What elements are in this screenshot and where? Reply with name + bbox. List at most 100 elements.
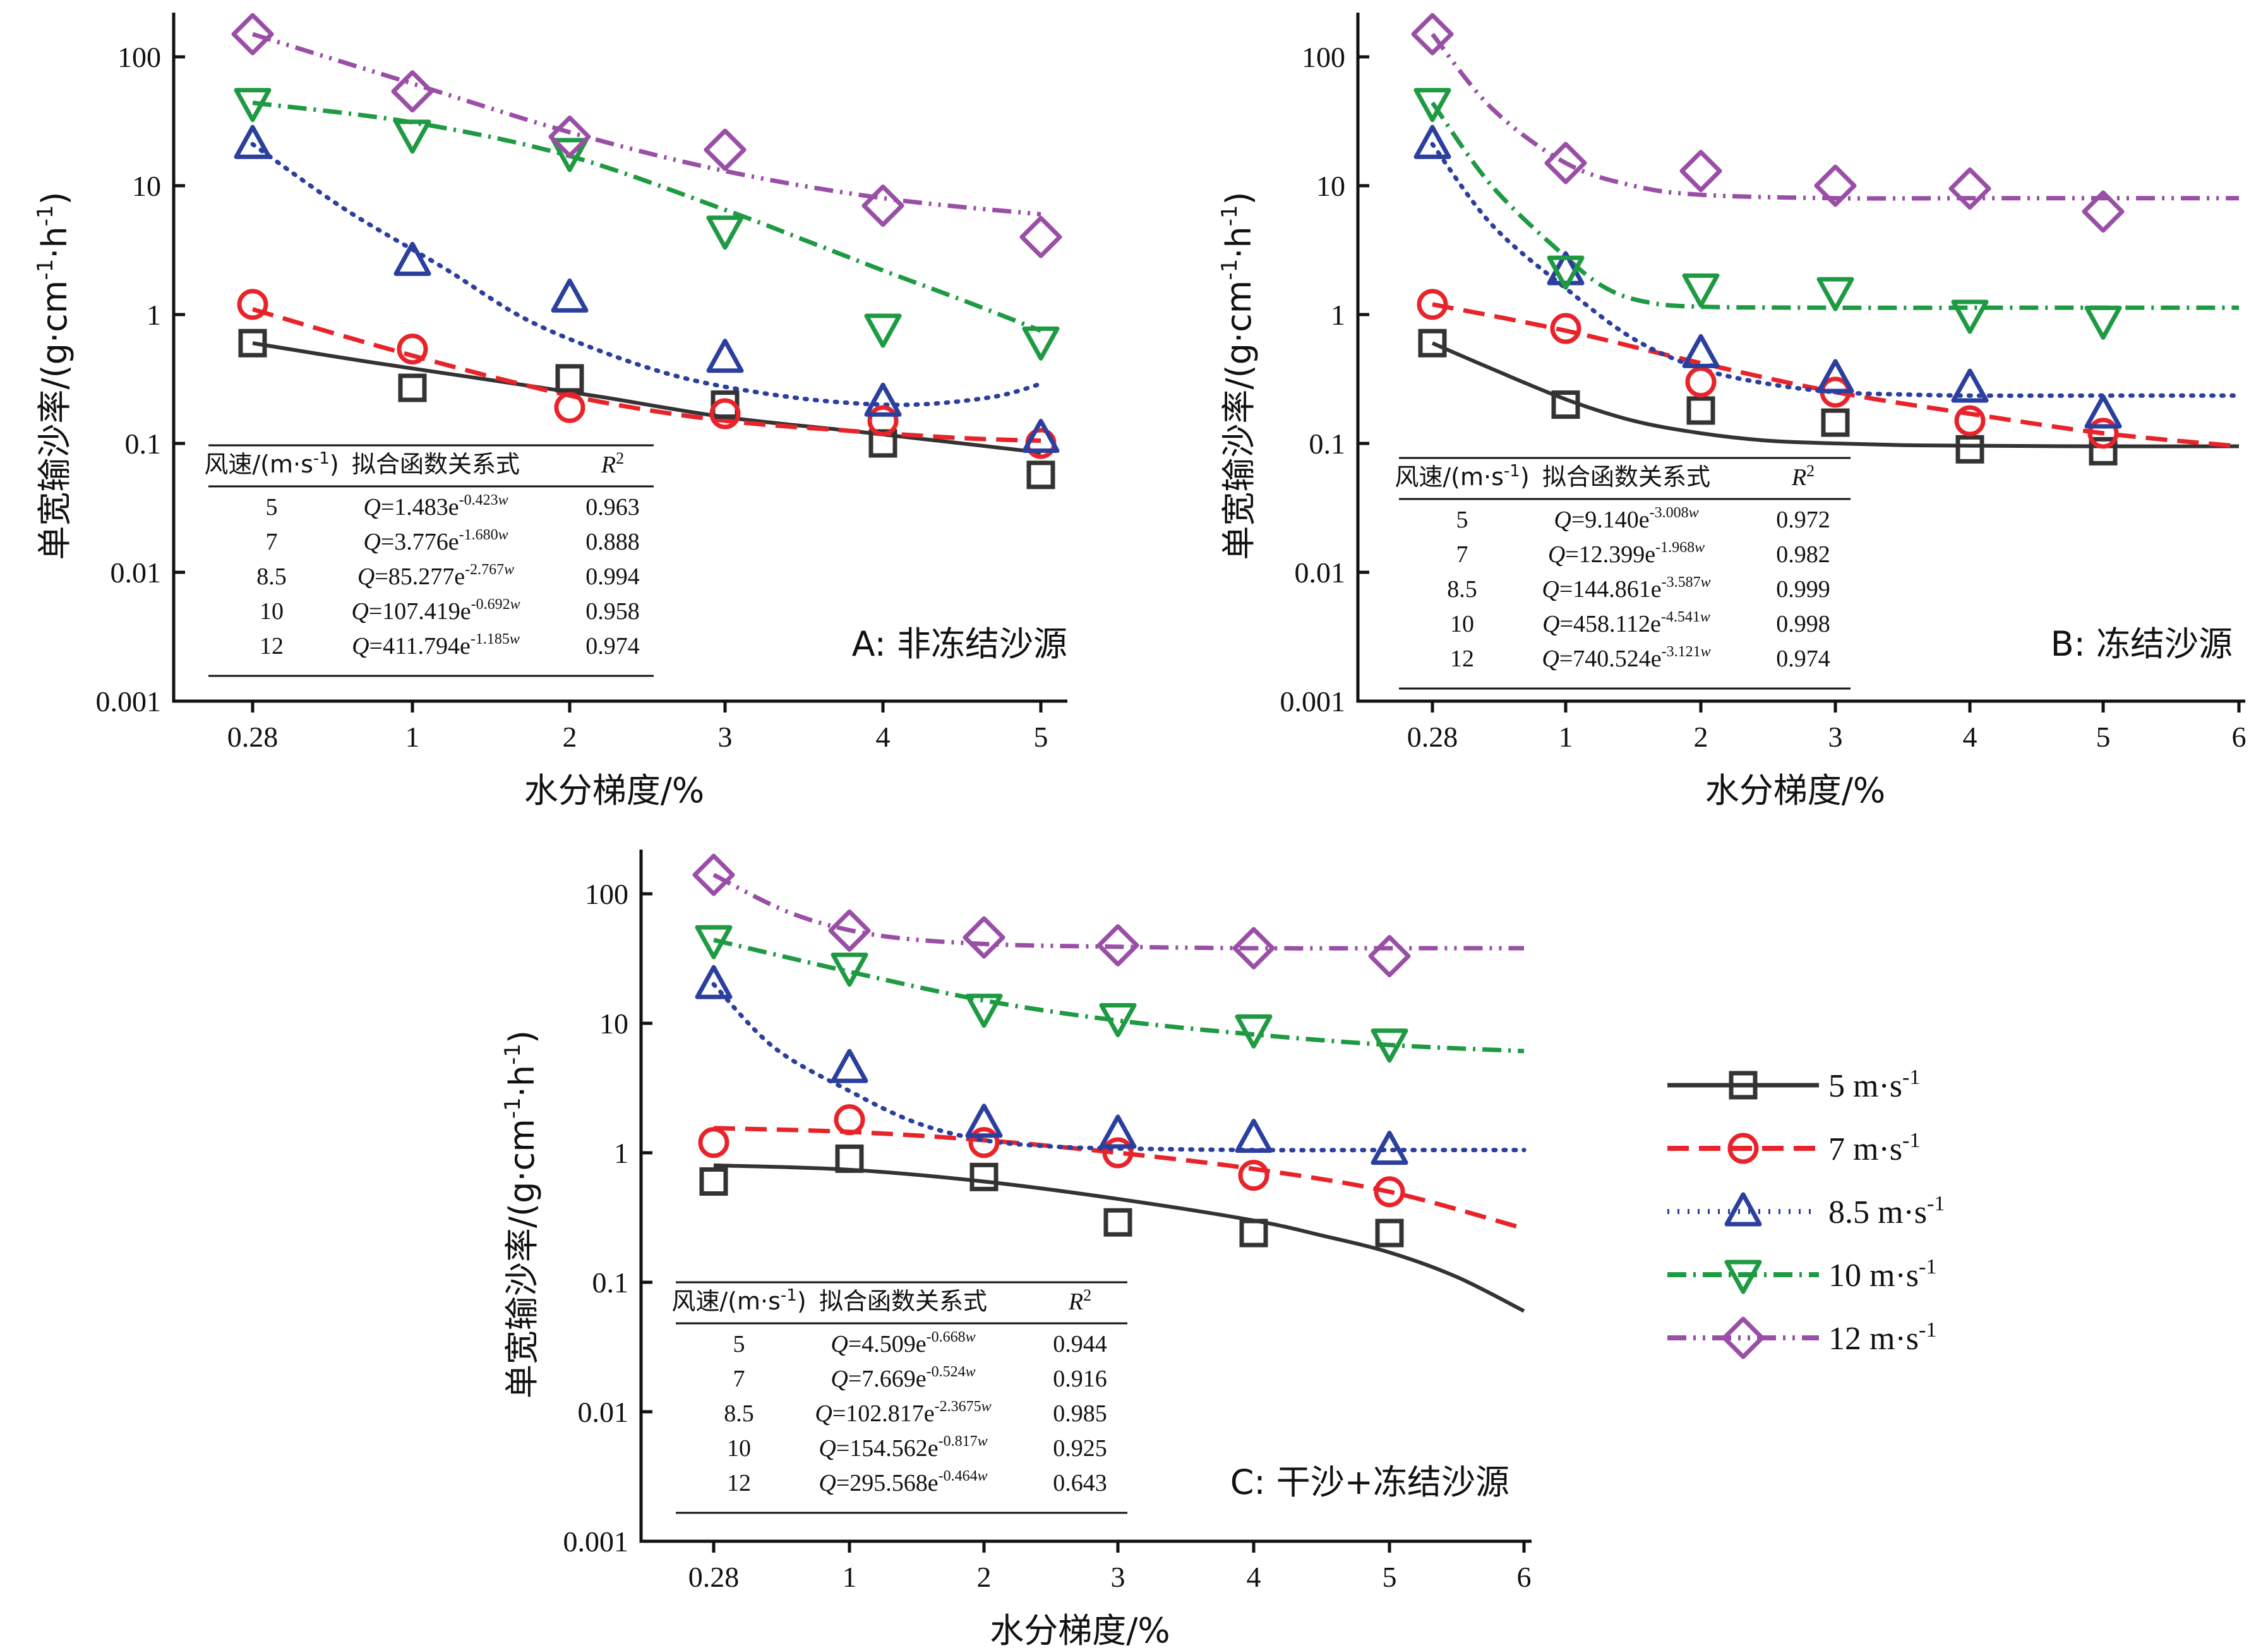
y-tick-label: 0.01 [578, 1396, 629, 1428]
table-cell-equation: Q=295.568e-0.464w [819, 1468, 987, 1496]
y-tick-label: 0.001 [96, 685, 162, 718]
point-10ms [1022, 326, 1060, 361]
point-5ms [868, 429, 897, 458]
point-12ms [692, 853, 735, 896]
point-5ms [2089, 436, 2118, 466]
table-cell-r2: 0.994 [585, 563, 640, 590]
fit-table: 风速/(m·s-1) 拟合函数关系式 R2 5 Q=4.509e-0.668w 0.944… [671, 1281, 1127, 1514]
table-header-fit: 拟合函数关系式 [352, 450, 520, 478]
point-7ms [867, 405, 899, 436]
point-5ms [1375, 1218, 1404, 1248]
point-7ms [1417, 289, 1448, 320]
table-cell-speed: 5 [1456, 507, 1468, 533]
table-cell-r2: 0.925 [1053, 1435, 1107, 1462]
table-cell-equation: Q=4.509e-0.668w [831, 1329, 975, 1357]
point-8-5ms [1951, 368, 1989, 403]
point-10ms [1816, 277, 1854, 311]
point-8-5ms [1816, 359, 1854, 394]
point-7ms [968, 1127, 1000, 1158]
point-8-5ms [831, 1049, 868, 1083]
point-12ms [861, 184, 904, 227]
panel-label: B: 冻结沙源 [2051, 624, 2233, 664]
point-10ms [393, 119, 431, 154]
point-7ms [1238, 1160, 1269, 1191]
point-10ms [551, 138, 589, 172]
point-10ms [695, 925, 733, 959]
fit-line-12ms [1431, 32, 2239, 201]
point-12ms [1544, 141, 1587, 184]
point-7ms [1102, 1137, 1134, 1169]
point-7ms [1954, 405, 1986, 436]
table-cell-equation: Q=102.817e-2.3675w [815, 1398, 991, 1427]
fit-line-5ms [713, 1163, 1525, 1313]
table-cell-equation: Q=154.562e-0.817w [819, 1433, 987, 1462]
x-tick-label: 0.28 [688, 1561, 740, 1593]
point-10ms [1413, 88, 1451, 123]
table-cell-equation: Q=458.112e-4.541w [1542, 609, 1710, 637]
table-cell-equation: Q=7.669e-0.524w [831, 1364, 975, 1392]
fit-line-5ms [1431, 341, 2240, 448]
point-7ms [834, 1104, 865, 1136]
point-8-5ms [965, 1104, 1003, 1138]
point-12ms [963, 916, 1005, 959]
panel-label: A: 非冻结沙源 [852, 624, 1067, 664]
table-cell-r2: 0.998 [1776, 611, 1830, 637]
fit-table: 风速/(m·s-1) 拟合函数关系式 R2 5 Q=1.483e-0.423w 0.963… [204, 444, 654, 677]
point-10ms [831, 953, 868, 987]
y-tick-label: 0.01 [111, 556, 162, 589]
point-12ms [1679, 150, 1722, 193]
point-12ms [704, 128, 747, 171]
fit-line-8-5ms [711, 982, 1527, 1153]
fit-line-10ms [252, 100, 1042, 333]
legend-square-marker [1729, 1071, 1758, 1100]
point-7ms [1374, 1176, 1405, 1208]
x-tick-label: 0.28 [227, 721, 279, 753]
legend-label: 12 m·s-1 [1828, 1318, 1936, 1357]
table-cell-speed: 7 [1456, 541, 1468, 568]
legend-circle-marker [1727, 1133, 1759, 1164]
table-cell-speed: 8.5 [256, 563, 287, 590]
point-12ms [828, 909, 871, 952]
table-cell-r2: 0.916 [1053, 1366, 1107, 1392]
point-7ms [698, 1127, 729, 1158]
point-8-5ms [1099, 1114, 1137, 1149]
x-tick-label: 4 [1963, 721, 1977, 753]
point-10ms [965, 994, 1003, 1028]
point-5ms [1239, 1218, 1268, 1248]
y-tick-label: 0.001 [1280, 685, 1346, 718]
point-12ms [2082, 190, 2125, 233]
point-8-5ms [393, 241, 431, 276]
table-cell-r2: 0.985 [1053, 1400, 1107, 1427]
table-cell-speed: 7 [266, 529, 278, 555]
table-cell-r2: 0.643 [1053, 1470, 1107, 1496]
legend-label: 10 m·s-1 [1828, 1255, 1936, 1294]
x-tick-label: 3 [1828, 721, 1843, 753]
point-10ms [1547, 255, 1585, 290]
point-12ms [1096, 924, 1139, 967]
point-5ms [835, 1144, 864, 1173]
y-axis-label: 单宽输沙率/(g·cm-1·h-1) [33, 191, 75, 560]
point-8-5ms [706, 339, 744, 373]
y-tick-label: 10 [599, 1007, 628, 1040]
table-cell-speed: 10 [1450, 611, 1474, 637]
point-5ms [1026, 460, 1055, 490]
point-8-5ms [234, 124, 272, 159]
table-cell-speed: 12 [260, 633, 284, 659]
point-8-5ms [1235, 1119, 1273, 1153]
fit-line-7ms [713, 1126, 1525, 1231]
fit-line-5ms [252, 341, 1041, 455]
fit-line-12ms [712, 872, 1525, 951]
point-12ms [1368, 935, 1411, 978]
table-cell-equation: Q=9.140e-3.008w [1554, 505, 1698, 533]
point-7ms [709, 398, 741, 430]
point-10ms [1682, 273, 1720, 308]
table-cell-r2: 0.974 [585, 633, 640, 659]
y-tick-label: 0.1 [592, 1266, 629, 1299]
point-12ms [391, 70, 434, 113]
point-12ms [1814, 164, 1857, 207]
table-cell-speed: 12 [1450, 646, 1474, 672]
table-cell-r2: 0.999 [1776, 576, 1830, 603]
table-header-r2: R2 [1068, 1286, 1091, 1315]
